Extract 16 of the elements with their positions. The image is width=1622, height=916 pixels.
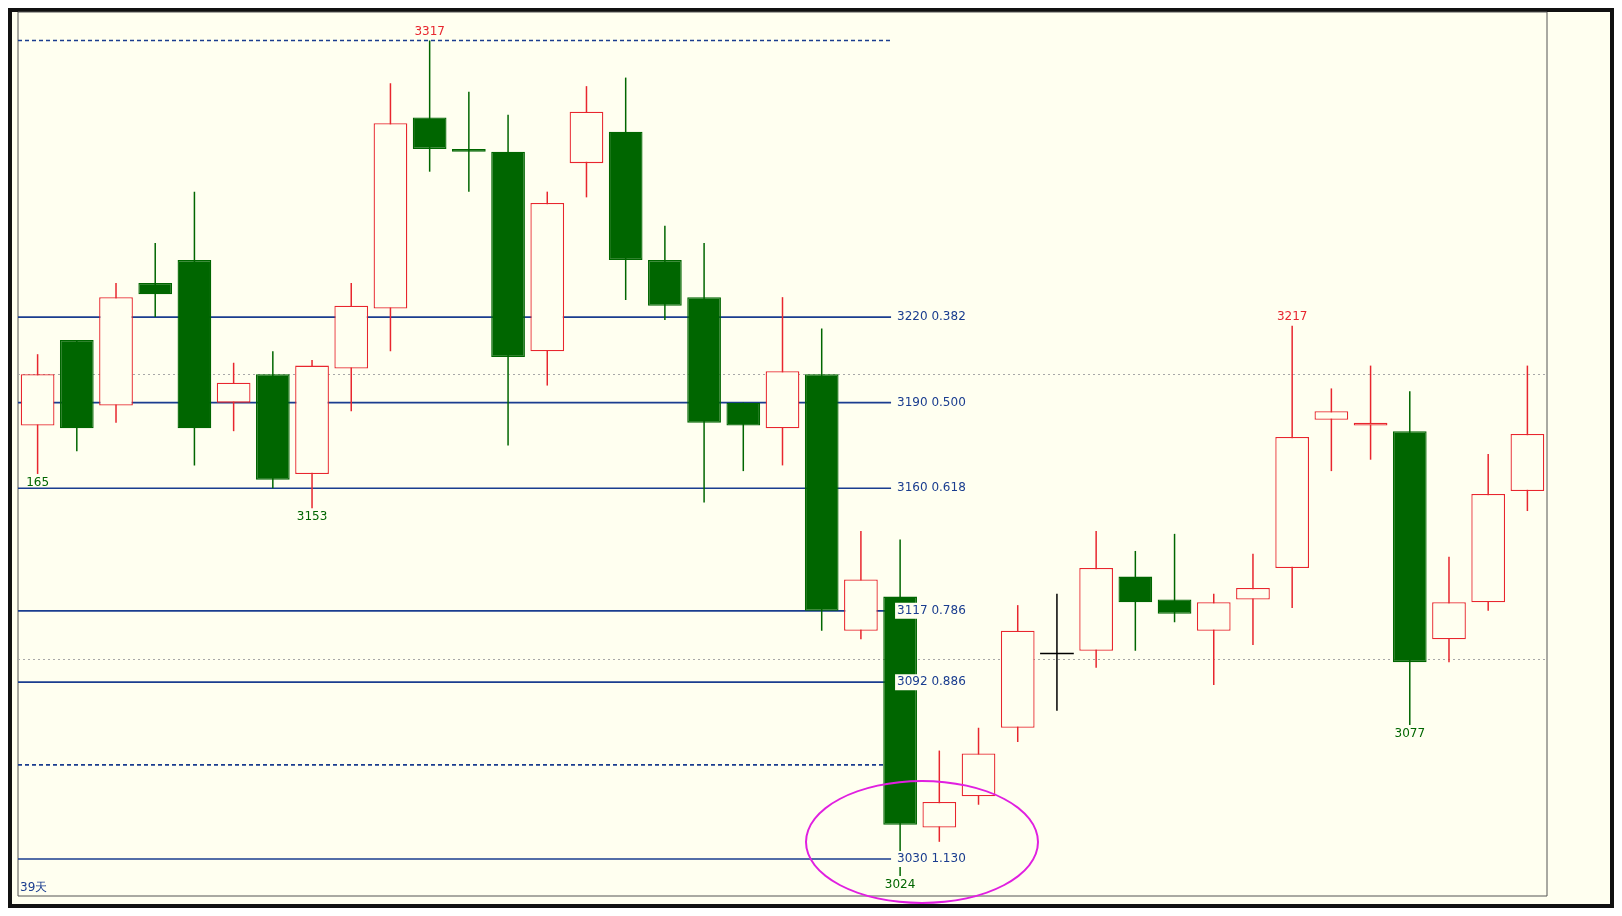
ref-line-label: 3190 0.500 (897, 394, 966, 409)
ref-line-label: 3030 1.130 (897, 851, 966, 866)
ref-line-label: 3160 0.618 (897, 480, 966, 495)
ref-line-label: 3117 0.786 (897, 602, 966, 617)
ref-line-label: 3092 0.886 (897, 674, 966, 689)
annotation: 3077 (1394, 726, 1426, 741)
annotation: 165 (26, 475, 50, 490)
annotation: 3217 (1276, 308, 1308, 323)
candlestick (1236, 553, 1270, 646)
candlestick (1039, 592, 1075, 712)
annotation: 3024 (884, 877, 916, 892)
annotation: 3317 (414, 23, 445, 38)
ref-line-label: 3220 0.382 (897, 309, 966, 324)
candlestick (138, 242, 173, 318)
annotation: 39天 (20, 880, 48, 895)
annotation: 3153 (296, 509, 328, 524)
